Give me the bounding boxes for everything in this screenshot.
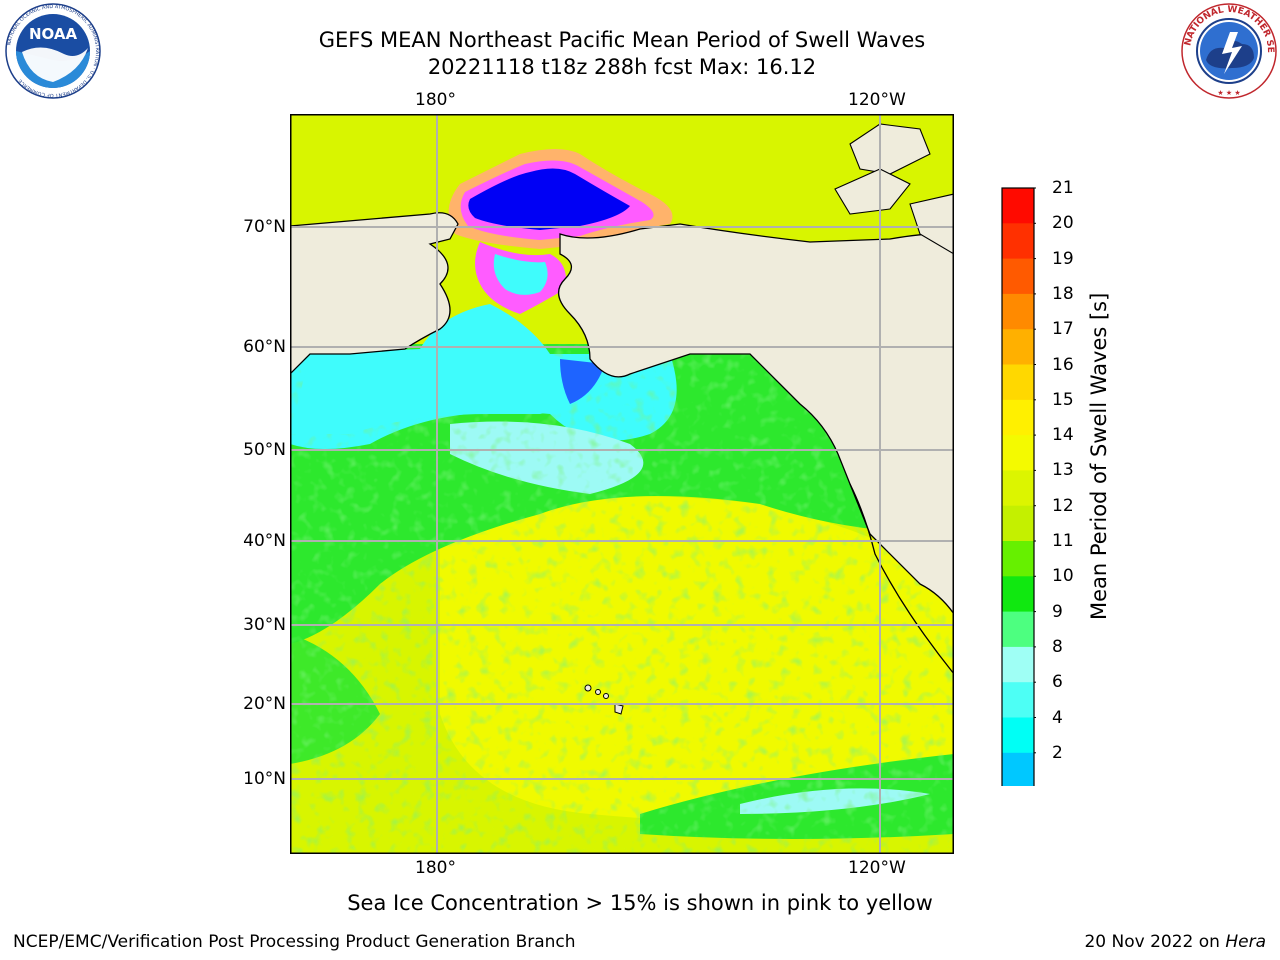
lat-label-40n: 40°N	[243, 531, 286, 551]
credit-left: NCEP/EMC/Verification Post Processing Pr…	[13, 932, 576, 952]
colorbar-tick-label: 12	[1052, 495, 1074, 516]
colorbar-tick-label: 17	[1052, 319, 1074, 340]
noaa-logo-text: NOAA	[29, 25, 78, 43]
lon-label-bottom-180: 180°	[415, 858, 456, 878]
svg-text:★ ★ ★: ★ ★ ★	[1217, 89, 1240, 97]
colorbar-tick-label: 16	[1052, 354, 1074, 375]
colorbar-segment	[1002, 223, 1034, 260]
colorbar-tick-label: 9	[1052, 601, 1063, 622]
lat-label-10n: 10°N	[243, 769, 286, 789]
colorbar-tick-label: 6	[1052, 672, 1063, 693]
sea-ice-note: Sea Ice Concentration > 15% is shown in …	[347, 891, 933, 915]
colorbar-tick-label: 18	[1052, 283, 1074, 304]
colorbar-tick-label: 8	[1052, 636, 1063, 657]
chukchi-sea-blue	[468, 168, 630, 230]
colorbar-tick-label: 11	[1052, 531, 1074, 551]
colorbar-title: Mean Period of Swell Waves [s]	[1087, 292, 1111, 620]
lat-label-50n: 50°N	[243, 440, 286, 460]
credit-right: 20 Nov 2022 on Hera	[1084, 932, 1266, 952]
colorbar-segment	[1002, 364, 1034, 401]
colorbar-tick-label: 10	[1052, 566, 1074, 587]
colorbar-tick-label: 15	[1052, 389, 1074, 410]
colorbar-segment	[1002, 435, 1034, 471]
nws-logo: NATIONAL WEATHER SERVICE ★ ★ ★	[1180, 2, 1277, 99]
map-frame	[290, 114, 954, 854]
colorbar-tick-label: 4	[1052, 707, 1063, 728]
bristol-bay	[560, 359, 605, 404]
colorbar-segment	[1002, 576, 1034, 613]
colorbar-segment	[1002, 470, 1034, 507]
colorbar-segment	[1002, 329, 1034, 365]
graticule	[290, 114, 954, 854]
colorbar-segment	[1002, 188, 1034, 224]
colorbar-tick-label: 20	[1052, 213, 1074, 234]
credit-date: 20 Nov 2022 on	[1084, 932, 1226, 952]
bering-sea	[290, 304, 610, 434]
lat-label-20n: 20°N	[243, 694, 286, 714]
colorbar-tick-label: 14	[1052, 425, 1074, 446]
lat-label-70n: 70°N	[243, 217, 286, 237]
lon-label-top-120w: 120°W	[848, 90, 906, 110]
map-panel	[290, 114, 954, 854]
colorbar-segment	[1002, 752, 1034, 786]
chart-subtitle: 20221118 t18z 288h fcst Max: 16.12	[427, 55, 817, 79]
colorbar-segment	[1002, 682, 1034, 718]
land-arctic-island-3	[909, 193, 954, 255]
colorbar-tick-label: 21	[1052, 178, 1074, 198]
bering-strait-water	[493, 254, 548, 295]
land-siberia	[290, 212, 459, 375]
colorbar-tick-label: 13	[1052, 460, 1074, 481]
colorbar-segment	[1002, 293, 1034, 330]
colorbar-segment	[1002, 258, 1034, 295]
colorbar-segment	[1002, 399, 1034, 436]
noaa-logo: NOAA NATIONAL OCEANIC AND ATMOSPHERIC AD…	[5, 3, 101, 99]
colorbar-segment	[1002, 717, 1034, 754]
lon-label-top-180: 180°	[415, 90, 456, 110]
land-arctic-island-2	[834, 168, 911, 215]
west-coast-outline	[849, 483, 954, 675]
lat-label-30n: 30°N	[243, 615, 286, 635]
hawaii-islands	[584, 684, 624, 715]
credit-host: Hera	[1225, 932, 1266, 952]
colorbar-segment	[1002, 611, 1034, 648]
lon-label-bottom-120w: 120°W	[848, 858, 906, 878]
chart-title: GEFS MEAN Northeast Pacific Mean Period …	[318, 28, 926, 52]
colorbar	[1001, 187, 1036, 786]
colorbar-tick-label: 19	[1052, 248, 1074, 269]
colorbar-tick-label: 2	[1052, 742, 1063, 763]
colorbar-segment	[1002, 646, 1034, 683]
colorbar-segment	[1002, 541, 1034, 577]
colorbar-segment	[1002, 505, 1034, 542]
land-alaska-canada	[558, 223, 954, 616]
lat-label-60n: 60°N	[243, 337, 286, 357]
